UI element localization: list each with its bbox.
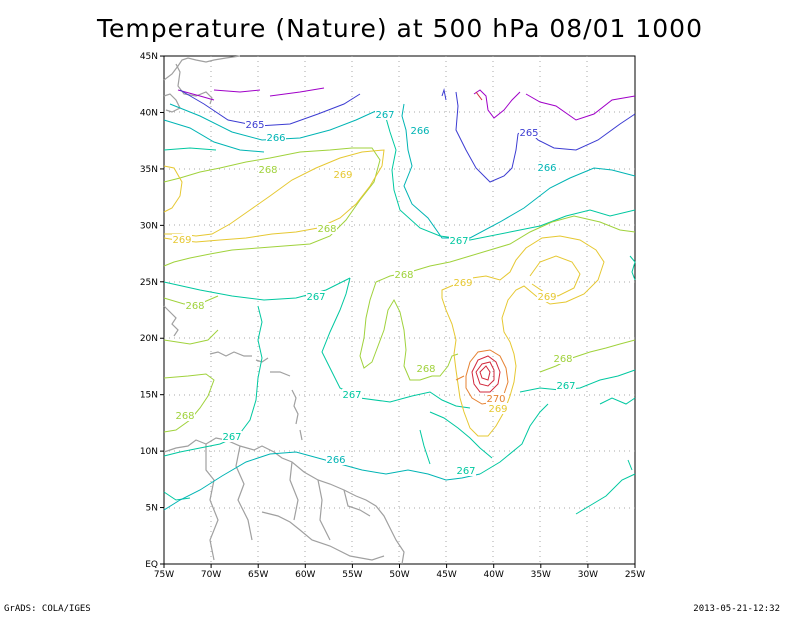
lon-tick-label: 55W <box>342 570 362 580</box>
contour-label: 267 <box>556 381 575 392</box>
lat-tick-label: 30N <box>140 221 158 231</box>
contour-label-bg <box>185 300 205 311</box>
lon-tick-label: 30W <box>578 570 598 580</box>
contour-label: 266 <box>410 126 429 137</box>
lat-tick-label: 10N <box>140 447 158 457</box>
coastlines <box>163 55 405 565</box>
footer-software-label: GrADS: COLA/IGES <box>4 604 91 614</box>
contour-label-bg <box>326 454 346 465</box>
contour-label: 268 <box>394 270 413 281</box>
contour-label: 269 <box>537 292 556 303</box>
contour-label-bg <box>245 119 265 130</box>
contour-label-bg <box>317 223 337 234</box>
contour-label: 267 <box>222 432 241 443</box>
lat-tick-label: 25N <box>140 278 158 288</box>
contour-label-bg <box>410 125 430 136</box>
contour-label-bg <box>553 353 573 364</box>
contour-label-bg <box>394 269 414 280</box>
contour-label: 266 <box>266 133 285 144</box>
contour-label: 265 <box>245 120 264 131</box>
lon-tick-label: 65W <box>248 570 268 580</box>
contour-label-bg <box>453 277 473 288</box>
lon-tick-label: 35W <box>531 570 551 580</box>
contour-label: 269 <box>488 404 507 415</box>
contour-label: 267 <box>342 390 361 401</box>
lon-tick-label: 45W <box>436 570 456 580</box>
contour-label: 268 <box>185 301 204 312</box>
contour-label-bg <box>222 431 242 442</box>
contour-label: 267 <box>449 236 468 247</box>
contour-label-bg <box>537 291 557 302</box>
contour-label-bg <box>258 164 278 175</box>
contour-label-bg <box>556 380 576 391</box>
lon-tick-label: 70W <box>201 570 221 580</box>
lon-tick-label: 50W <box>389 570 409 580</box>
contour-label-bg <box>306 291 326 302</box>
contour-label: 265 <box>519 128 538 139</box>
lat-tick-label: 40N <box>140 108 158 118</box>
lat-tick-labels: EQ 5N 10N 15N 20N 25N 30N 35N 40N 45N <box>140 52 164 570</box>
contour-label-bg <box>172 234 192 245</box>
contour-label-bg <box>519 127 539 138</box>
lon-tick-label: 40W <box>484 570 504 580</box>
contour-label-bg <box>537 162 557 173</box>
contour-label-bg <box>266 132 286 143</box>
contour-label-bg <box>488 403 508 414</box>
contour-label: 270 <box>486 394 505 405</box>
lat-tick-label: 45N <box>140 52 158 62</box>
lat-tick-label: 35N <box>140 165 158 175</box>
footer-timestamp: 2013-05-21-12:32 <box>693 604 780 614</box>
contour-label: 269 <box>453 278 472 289</box>
lat-tick-label: 5N <box>146 504 158 514</box>
lon-tick-label: 60W <box>295 570 315 580</box>
contour-label-bg <box>342 389 362 400</box>
lon-tick-label: 25W <box>625 570 645 580</box>
contour-label: 266 <box>326 455 345 466</box>
contour-label: 267 <box>375 110 394 121</box>
grid-lines <box>164 56 635 564</box>
contour-label-bg <box>416 363 436 374</box>
lon-tick-label: 75W <box>154 570 174 580</box>
map-title: Temperature (Nature) at 500 hPa 08/01 10… <box>97 14 703 43</box>
contour-label: 268 <box>416 364 435 375</box>
contour-label: 267 <box>306 292 325 303</box>
contour-label: 269 <box>333 170 352 181</box>
contour-label-bg <box>375 109 395 120</box>
lat-tick-label: 15N <box>140 391 158 401</box>
contour-lines <box>163 87 636 515</box>
lat-tick-label: EQ <box>145 560 158 570</box>
contour-label: 268 <box>553 354 572 365</box>
lat-tick-label: 20N <box>140 334 158 344</box>
contour-label: 266 <box>537 163 556 174</box>
contour-label: 268 <box>258 165 277 176</box>
contour-label-bg <box>449 235 469 246</box>
contour-label: 268 <box>317 224 336 235</box>
contour-label-bg <box>456 465 476 476</box>
contour-label: 267 <box>456 466 475 477</box>
contour-label: 269 <box>172 235 191 246</box>
contour-label-bg <box>175 410 195 421</box>
contour-label-bg <box>486 393 506 404</box>
lon-tick-labels: 75W 70W 65W 60W 55W 50W 45W 40W 35W 30W 25W <box>154 564 645 580</box>
contour-label-bg <box>333 169 353 180</box>
contour-label: 268 <box>175 411 194 422</box>
